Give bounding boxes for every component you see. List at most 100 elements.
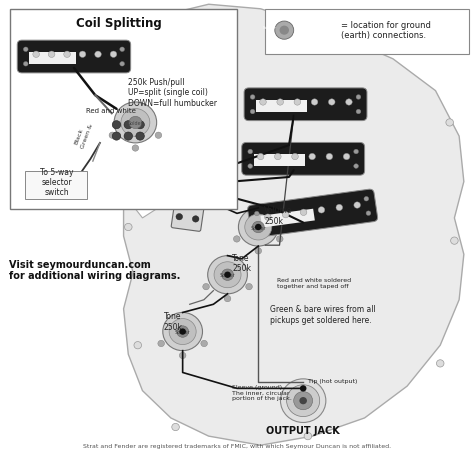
Circle shape bbox=[304, 433, 312, 440]
Circle shape bbox=[120, 62, 125, 67]
Circle shape bbox=[300, 397, 307, 404]
Circle shape bbox=[354, 150, 358, 154]
Circle shape bbox=[437, 360, 444, 367]
Circle shape bbox=[203, 179, 210, 185]
Circle shape bbox=[300, 385, 307, 392]
Circle shape bbox=[79, 52, 86, 58]
Text: Solder: Solder bbox=[263, 26, 277, 30]
Circle shape bbox=[318, 207, 325, 213]
Circle shape bbox=[176, 20, 184, 27]
FancyBboxPatch shape bbox=[254, 155, 305, 167]
FancyBboxPatch shape bbox=[256, 101, 307, 112]
Circle shape bbox=[250, 110, 255, 115]
Circle shape bbox=[132, 146, 139, 152]
Circle shape bbox=[250, 96, 255, 100]
Circle shape bbox=[311, 100, 318, 106]
Circle shape bbox=[221, 269, 234, 281]
Circle shape bbox=[294, 100, 301, 106]
Text: OUTPUT JACK: OUTPUT JACK bbox=[266, 425, 340, 435]
Circle shape bbox=[255, 212, 259, 217]
Text: Tone
250k: Tone 250k bbox=[164, 311, 183, 331]
Text: Solder: Solder bbox=[219, 273, 236, 278]
Circle shape bbox=[354, 164, 358, 169]
Circle shape bbox=[256, 226, 261, 231]
Text: Visit seymourduncan.com
for additional wiring diagrams.: Visit seymourduncan.com for additional w… bbox=[9, 259, 181, 281]
Circle shape bbox=[121, 109, 150, 137]
Text: Solder: Solder bbox=[128, 121, 143, 126]
Polygon shape bbox=[124, 119, 161, 218]
Circle shape bbox=[136, 133, 145, 141]
Text: Coil Splitting: Coil Splitting bbox=[76, 16, 162, 30]
Circle shape bbox=[129, 117, 142, 129]
Circle shape bbox=[214, 262, 241, 288]
Text: Green &: Green & bbox=[80, 123, 94, 149]
Circle shape bbox=[112, 121, 121, 130]
Circle shape bbox=[309, 154, 316, 160]
Circle shape bbox=[234, 236, 240, 243]
Circle shape bbox=[208, 256, 247, 294]
Circle shape bbox=[451, 238, 458, 245]
Circle shape bbox=[326, 154, 333, 160]
Text: 250k Push/pull
UP=split (single coil)
DOWN=full humbucker: 250k Push/pull UP=split (single coil) DO… bbox=[128, 78, 217, 107]
Circle shape bbox=[248, 150, 253, 154]
Circle shape bbox=[136, 121, 145, 130]
Circle shape bbox=[281, 379, 326, 423]
Circle shape bbox=[158, 340, 164, 347]
Text: Red and white: Red and white bbox=[86, 107, 136, 113]
Circle shape bbox=[356, 110, 361, 115]
Text: Solder: Solder bbox=[175, 329, 191, 334]
Circle shape bbox=[112, 133, 121, 141]
Circle shape bbox=[255, 224, 262, 231]
Text: Strat and Fender are registered trademarks of FMIC, with which Seymour Duncan is: Strat and Fender are registered trademar… bbox=[83, 443, 391, 448]
Circle shape bbox=[203, 284, 210, 290]
Circle shape bbox=[224, 272, 231, 278]
Circle shape bbox=[201, 340, 208, 347]
Circle shape bbox=[124, 133, 133, 141]
Circle shape bbox=[248, 164, 253, 169]
FancyBboxPatch shape bbox=[247, 190, 378, 238]
FancyBboxPatch shape bbox=[10, 10, 237, 209]
Circle shape bbox=[300, 210, 307, 216]
Circle shape bbox=[48, 52, 55, 58]
Circle shape bbox=[346, 100, 352, 106]
Circle shape bbox=[163, 313, 202, 351]
Circle shape bbox=[176, 214, 182, 220]
FancyBboxPatch shape bbox=[25, 172, 87, 199]
Circle shape bbox=[276, 236, 283, 243]
Circle shape bbox=[255, 248, 262, 254]
Circle shape bbox=[125, 224, 132, 231]
Circle shape bbox=[179, 353, 186, 359]
Circle shape bbox=[183, 165, 190, 172]
Circle shape bbox=[446, 120, 454, 127]
Circle shape bbox=[343, 154, 350, 160]
FancyBboxPatch shape bbox=[29, 53, 76, 65]
FancyBboxPatch shape bbox=[242, 143, 365, 176]
Text: Black: Black bbox=[74, 128, 84, 146]
Circle shape bbox=[328, 100, 335, 106]
FancyBboxPatch shape bbox=[17, 41, 131, 74]
Circle shape bbox=[200, 167, 206, 174]
FancyBboxPatch shape bbox=[261, 209, 315, 228]
Circle shape bbox=[287, 385, 319, 417]
Text: To 5-way
selector
switch: To 5-way selector switch bbox=[40, 167, 73, 197]
Circle shape bbox=[178, 198, 185, 204]
Text: Sleeve (ground).
The inner, circular
portion of the jack.: Sleeve (ground). The inner, circular por… bbox=[232, 384, 292, 400]
Polygon shape bbox=[124, 5, 464, 445]
Circle shape bbox=[181, 182, 187, 188]
Circle shape bbox=[274, 154, 281, 160]
Circle shape bbox=[354, 202, 361, 209]
Circle shape bbox=[257, 154, 264, 160]
Circle shape bbox=[109, 133, 116, 139]
Circle shape bbox=[238, 208, 278, 247]
Circle shape bbox=[192, 216, 199, 222]
Circle shape bbox=[356, 96, 361, 100]
Circle shape bbox=[139, 133, 146, 141]
Text: Volume
250k: Volume 250k bbox=[264, 206, 293, 225]
Circle shape bbox=[246, 284, 252, 290]
Text: = location for ground
(earth) connections.: = location for ground (earth) connection… bbox=[341, 20, 431, 40]
Circle shape bbox=[134, 342, 142, 349]
Circle shape bbox=[292, 154, 298, 160]
Circle shape bbox=[64, 52, 70, 58]
Text: 5-way
switch: 5-way switch bbox=[139, 162, 164, 181]
Text: Tone
250k: Tone 250k bbox=[232, 253, 251, 273]
